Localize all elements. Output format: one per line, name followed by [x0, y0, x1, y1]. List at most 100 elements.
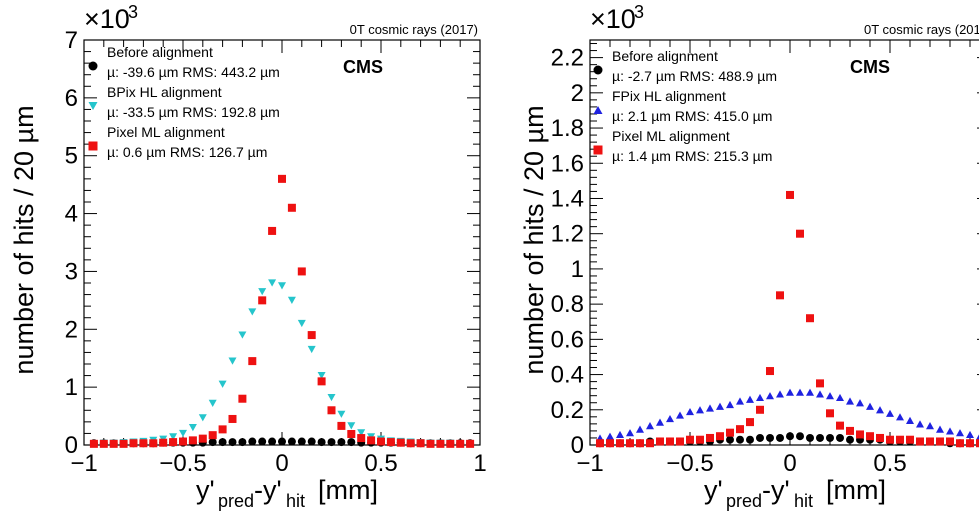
y-tick-label: 0 — [571, 432, 584, 459]
data-point — [916, 420, 924, 428]
data-point — [976, 439, 979, 448]
legend-marker — [88, 61, 98, 71]
data-point — [357, 434, 366, 443]
data-point — [287, 296, 296, 304]
x-tick-label: −0.5 — [159, 450, 206, 477]
data-point — [836, 421, 844, 430]
data-point — [228, 357, 237, 365]
data-point — [238, 394, 247, 403]
data-point — [169, 438, 178, 447]
data-point — [726, 400, 734, 409]
data-point — [716, 432, 724, 441]
data-point — [317, 438, 326, 447]
data-point — [776, 291, 784, 300]
data-point — [756, 405, 764, 414]
data-point — [726, 435, 734, 444]
legend-stats: µ: 1.4 µm RMS: 215.3 µm — [612, 148, 772, 164]
legend-entry: Before alignment µ: -39.6 µm RMS: 443.2 µ… — [88, 44, 280, 80]
data-point — [746, 395, 754, 403]
data-point — [876, 433, 884, 442]
series-triangle-down — [89, 279, 475, 448]
y-tick-label: 1.4 — [551, 185, 584, 212]
data-point — [248, 357, 257, 366]
legend-entry: Before alignment µ: -2.7 µm RMS: 488.9 µm — [593, 48, 777, 84]
data-point — [327, 438, 336, 447]
data-point — [696, 406, 704, 414]
data-point — [606, 439, 614, 448]
data-point — [736, 397, 744, 405]
data-point — [786, 432, 794, 441]
data-point — [856, 399, 864, 407]
x-axis-label: y' pred -y' hit [mm] — [704, 475, 886, 511]
data-point — [676, 437, 684, 446]
data-point — [686, 407, 694, 416]
legend-entry: FPix HL alignment µ: 2.1 µm RMS: 415.0 µm — [593, 88, 772, 124]
series-triangle-up — [596, 388, 979, 442]
data-point — [248, 308, 257, 316]
data-point — [626, 439, 634, 448]
data-point — [836, 433, 844, 442]
data-point — [756, 433, 764, 442]
x-label-unit: [mm] — [826, 475, 886, 505]
data-point — [846, 397, 854, 405]
data-point — [976, 434, 979, 440]
y-tick-label: 0.8 — [551, 291, 584, 318]
legend-label: Before alignment — [107, 44, 213, 60]
data-point — [686, 435, 694, 444]
data-point — [946, 437, 954, 446]
data-point — [826, 409, 834, 418]
data-point — [268, 226, 277, 235]
y-multiplier: ×10 — [590, 4, 636, 34]
data-point — [886, 409, 894, 417]
x-tick-label: 1 — [473, 450, 486, 477]
data-point — [386, 438, 395, 447]
data-point — [816, 390, 824, 398]
data-point — [766, 392, 774, 400]
data-point — [736, 435, 744, 444]
legend-stats: µ: 2.1 µm RMS: 415.0 µm — [612, 108, 772, 124]
data-point — [278, 437, 286, 446]
x-label-sub-pred: pred — [726, 491, 762, 511]
data-point — [258, 437, 267, 446]
data-point — [327, 406, 336, 415]
data-point — [89, 439, 98, 448]
legend-stats: µ: -2.7 µm RMS: 488.9 µm — [612, 68, 777, 84]
legend-label: Before alignment — [612, 48, 718, 64]
data-point — [208, 431, 217, 440]
data-point — [906, 416, 914, 424]
legend-marker — [593, 65, 603, 75]
legend-label: BPix HL alignment — [107, 84, 222, 100]
data-point — [656, 437, 664, 446]
legend-entry: BPix HL alignment µ: -33.5 µm RMS: 192.8 … — [88, 84, 280, 120]
y-tick-label: 0.4 — [551, 362, 584, 389]
data-point — [416, 439, 425, 448]
y-tick-label: 0.6 — [551, 326, 584, 353]
series-square — [89, 174, 475, 448]
data-point — [268, 279, 277, 287]
data-point — [337, 421, 346, 430]
data-point — [836, 393, 844, 402]
data-point — [139, 439, 148, 448]
chart-panel-2: 0 0.2 0.4 0.6 0.8 1 1.2 1.4 1.6 1.8 2 2.2 −1 −0.5 0 0.5… — [519, 2, 979, 511]
y-tick-label: 1 — [65, 374, 78, 401]
data-point — [786, 388, 794, 396]
x-tick-label: −1 — [70, 450, 97, 477]
data-point — [876, 406, 884, 414]
legend-marker — [88, 101, 98, 111]
data-point — [109, 439, 118, 448]
data-point — [297, 267, 306, 276]
data-point — [238, 331, 247, 339]
data-point — [956, 429, 964, 437]
data-point — [926, 437, 934, 446]
x-tick-label: 0.5 — [873, 450, 906, 477]
data-point — [179, 437, 187, 446]
data-point — [796, 388, 804, 396]
data-point — [706, 433, 714, 442]
data-point — [826, 433, 834, 442]
data-point — [656, 418, 664, 426]
data-point — [826, 392, 834, 400]
legend-entry: Pixel ML alignment µ: 1.4 µm RMS: 215.3 µ… — [593, 128, 772, 164]
data-point — [966, 439, 974, 448]
data-point — [258, 288, 267, 296]
